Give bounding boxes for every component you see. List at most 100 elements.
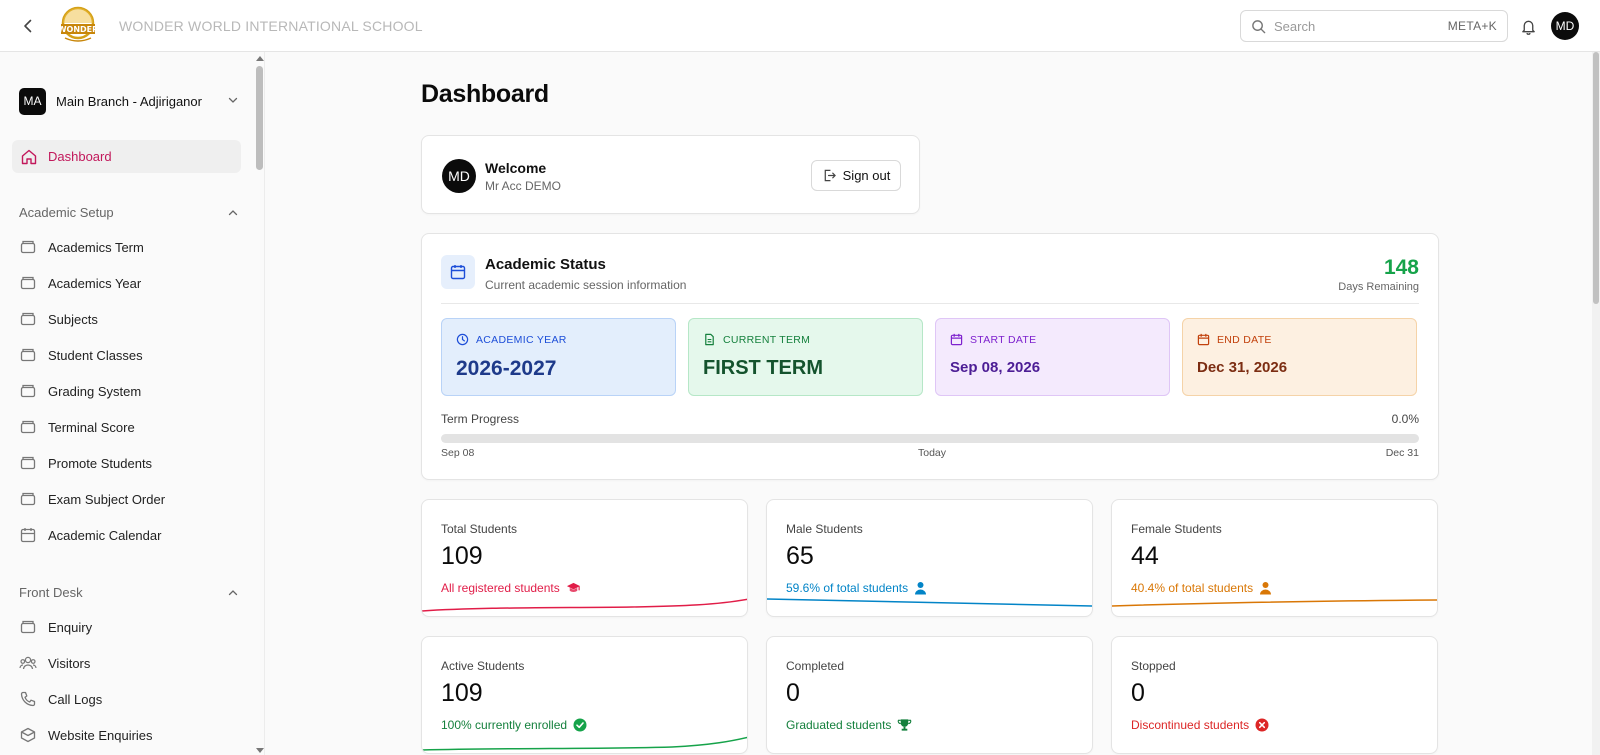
stat-label: Female Students [1131, 522, 1222, 536]
stat-label: Male Students [786, 522, 863, 536]
person-icon [1260, 582, 1272, 595]
svg-text:WONDER: WONDER [58, 25, 99, 34]
section-academic-setup[interactable]: Academic Setup [19, 205, 239, 220]
sidebar-item-website-enquiries[interactable]: Website Enquiries [19, 721, 241, 749]
box-icon [20, 727, 36, 743]
sidebar-item-student-classes[interactable]: Student Classes [19, 341, 241, 369]
sidebar-item-dashboard[interactable]: Dashboard [12, 140, 241, 173]
stat-subtitle-text: 59.6% of total students [786, 581, 909, 595]
stat-value: 65 [786, 542, 814, 570]
academic-year-tile: ACADEMIC YEAR 2026-2027 [441, 318, 676, 396]
sidebar: MA Main Branch - Adjiriganor Dashboard A… [0, 52, 265, 755]
school-name: WONDER WORLD INTERNATIONAL SCHOOL [119, 18, 423, 34]
box-icon [20, 348, 36, 362]
page-scrollbar[interactable] [1592, 52, 1600, 755]
user-avatar[interactable]: MD [1551, 12, 1579, 40]
search-input[interactable] [1274, 18, 1434, 34]
sparkline [767, 598, 1092, 607]
sidebar-item-label: Exam Subject Order [48, 491, 166, 507]
scroll-down-arrow[interactable] [256, 748, 264, 753]
phone-icon [20, 691, 36, 707]
sidebar-scrollbar[interactable] [255, 52, 264, 755]
section-title: Front Desk [19, 585, 83, 600]
sidebar-item-academic-calendar[interactable]: Academic Calendar [19, 521, 241, 549]
sidebar-item-visitors[interactable]: Visitors [19, 649, 241, 677]
scroll-up-arrow[interactable] [256, 56, 264, 61]
days-remaining-label: Days Remaining [1338, 281, 1419, 293]
sidebar-item-call-logs[interactable]: Call Logs [19, 685, 241, 713]
stat-subtitle-text: Discontinued students [1131, 718, 1250, 732]
avatar: MD [442, 159, 476, 193]
page-scrollbar-thumb[interactable] [1593, 52, 1599, 304]
days-remaining-value: 148 [1383, 256, 1419, 279]
sidebar-item-label: Visitors [48, 655, 91, 671]
page-title: Dashboard [421, 80, 549, 108]
trophy-icon [898, 719, 912, 731]
current-term-label: CURRENT TERM [723, 333, 811, 346]
sidebar-item-subjects[interactable]: Subjects [19, 305, 241, 333]
branch-badge: MA [19, 87, 46, 115]
female-students-card: Female Students 44 40.4% of total studen… [1111, 499, 1438, 617]
welcome-card: MD Welcome Mr Acc DEMO Sign out [421, 135, 920, 214]
sidebar-item-exam-subject-order[interactable]: Exam Subject Order [19, 485, 241, 513]
stat-subtitle: All registered students [441, 581, 581, 595]
stopped-card: Stopped 0 Discontinued students [1111, 636, 1438, 754]
stat-label: Active Students [441, 659, 525, 673]
section-front-desk[interactable]: Front Desk [19, 585, 239, 600]
box-icon [20, 312, 36, 326]
search-box[interactable]: META+K [1240, 10, 1508, 42]
chevron-up-icon [228, 589, 238, 595]
search-shortcut: META+K [1447, 19, 1497, 33]
chevron-down-icon [228, 97, 238, 103]
stat-subtitle-text: All registered students [441, 581, 560, 595]
stat-label: Completed [786, 659, 845, 673]
bell-icon [1521, 20, 1535, 35]
sign-out-button[interactable]: Sign out [811, 160, 901, 191]
notifications-button[interactable] [1518, 16, 1538, 36]
sidebar-item-promote-students[interactable]: Promote Students [19, 449, 241, 477]
sidebar-item-label: Terminal Score [48, 419, 135, 435]
sidebar-item-enquiry[interactable]: Enquiry [19, 613, 241, 641]
calendar-icon [450, 265, 466, 280]
term-progress-value: 0.0% [1391, 412, 1419, 426]
sidebar-item-label: Website Enquiries [48, 727, 153, 743]
chevron-up-icon [228, 209, 238, 215]
sidebar-item-label: Dashboard [48, 149, 112, 164]
academic-status-title: Academic Status [485, 256, 606, 273]
stat-value: 0 [786, 679, 800, 707]
stat-label: Total Students [441, 522, 518, 536]
total-students-card: Total Students 109 All registered studen… [421, 499, 748, 617]
welcome-user-name: Mr Acc DEMO [485, 179, 562, 193]
sidebar-item-label: Academic Calendar [48, 527, 162, 543]
calendar-icon [1197, 333, 1210, 346]
stat-value: 109 [441, 542, 483, 570]
stat-value: 0 [1131, 679, 1145, 707]
sparkline [422, 598, 747, 612]
box-icon [20, 276, 36, 290]
progress-start-label: Sep 08 [441, 447, 475, 459]
sidebar-item-academics-year[interactable]: Academics Year [19, 269, 241, 297]
search-icon [1252, 19, 1266, 33]
stat-value: 44 [1131, 542, 1159, 570]
progress-today-label: Today [918, 447, 947, 459]
back-button[interactable] [18, 16, 38, 36]
active-students-card: Active Students 109 100% currently enrol… [421, 636, 748, 754]
sidebar-item-grading-system[interactable]: Grading System [19, 377, 241, 405]
sidebar-item-label: Subjects [48, 311, 98, 327]
male-students-card: Male Students 65 59.6% of total students [766, 499, 1093, 617]
current-term-tile: CURRENT TERM FIRST TERM [688, 318, 923, 396]
box-icon [20, 492, 36, 506]
sidebar-scrollbar-thumb[interactable] [256, 66, 263, 170]
calendar-icon [20, 528, 36, 543]
sidebar-item-academics-term[interactable]: Academics Term [19, 233, 241, 261]
sidebar-item-terminal-score[interactable]: Terminal Score [19, 413, 241, 441]
branch-selector[interactable]: MA Main Branch - Adjiriganor [19, 85, 239, 117]
sidebar-item-label: Call Logs [48, 691, 103, 707]
box-icon [20, 456, 36, 470]
end-date-label: END DATE [1217, 333, 1272, 346]
log-out-icon [824, 169, 836, 182]
users-icon [19, 656, 37, 670]
end-date-value: Dec 31, 2026 [1197, 359, 1288, 376]
stat-subtitle-text: 40.4% of total students [1131, 581, 1254, 595]
home-icon [21, 149, 37, 164]
